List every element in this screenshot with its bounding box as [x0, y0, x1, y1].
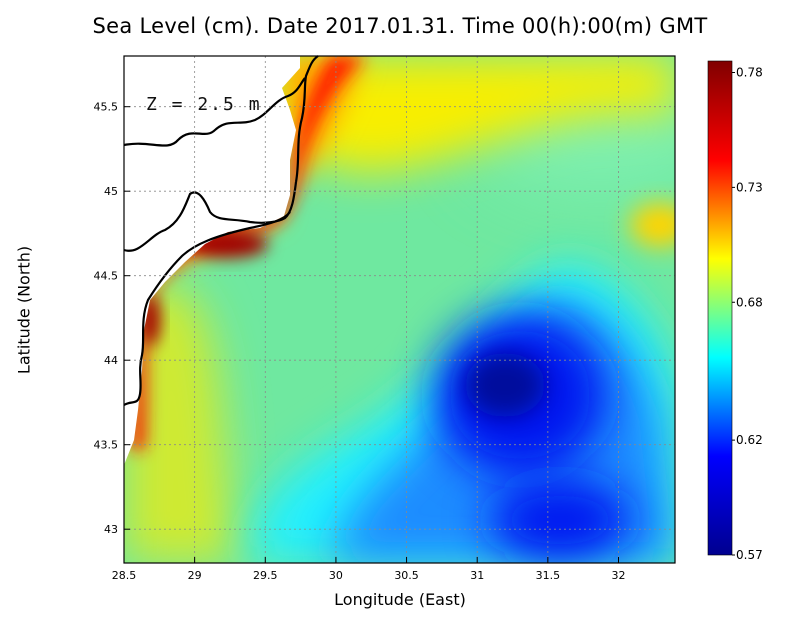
x-tick-label: 30 [329, 569, 343, 582]
y-tick-label: 43 [104, 523, 118, 536]
colorbar-tick-label: 0.73 [736, 180, 763, 194]
colorbar-tick-label: 0.62 [736, 433, 763, 447]
plot-frame [123, 55, 676, 564]
field-north-yellow [270, 56, 675, 172]
x-tick-label: 29 [188, 569, 202, 582]
coastline-lagoon [123, 181, 298, 252]
field-south-blue [490, 480, 630, 560]
colorbar-tick-label: 0.78 [736, 65, 763, 79]
map-title: Sea Level (cm). Date 2017.01.31. Time 00… [92, 14, 708, 38]
field-west-yellow [124, 281, 240, 563]
y-tick-label: 44 [104, 354, 118, 367]
x-tick-label: 32 [611, 569, 625, 582]
depth-label: Z = 2.5 m [146, 94, 262, 115]
x-axis-label: Longitude (East) [334, 590, 466, 609]
x-tick-label: 31 [470, 569, 484, 582]
y-tick-label: 44.5 [94, 270, 119, 283]
y-tick-label: 43.5 [94, 439, 119, 452]
land-mass [124, 56, 300, 465]
x-tick-label: 30.5 [394, 569, 419, 582]
x-tick-label: 31.5 [536, 569, 561, 582]
coastline-north [123, 77, 306, 147]
field-east-orange [630, 203, 675, 247]
colorbar-tick-label: 0.68 [736, 295, 763, 309]
field-eddy-core [465, 353, 545, 417]
x-tick-label: 28.5 [112, 569, 137, 582]
coastline-south [123, 211, 291, 406]
y-axis-label: Latitude (North) [14, 245, 34, 375]
grid-lines [124, 56, 675, 563]
colorbar [707, 60, 733, 556]
colorbar-tick-label: 0.57 [736, 548, 763, 562]
y-tick-label: 45.5 [94, 101, 119, 114]
x-tick-label: 29.5 [253, 569, 278, 582]
y-tick-label: 45 [104, 185, 118, 198]
coastline-east [294, 55, 319, 183]
